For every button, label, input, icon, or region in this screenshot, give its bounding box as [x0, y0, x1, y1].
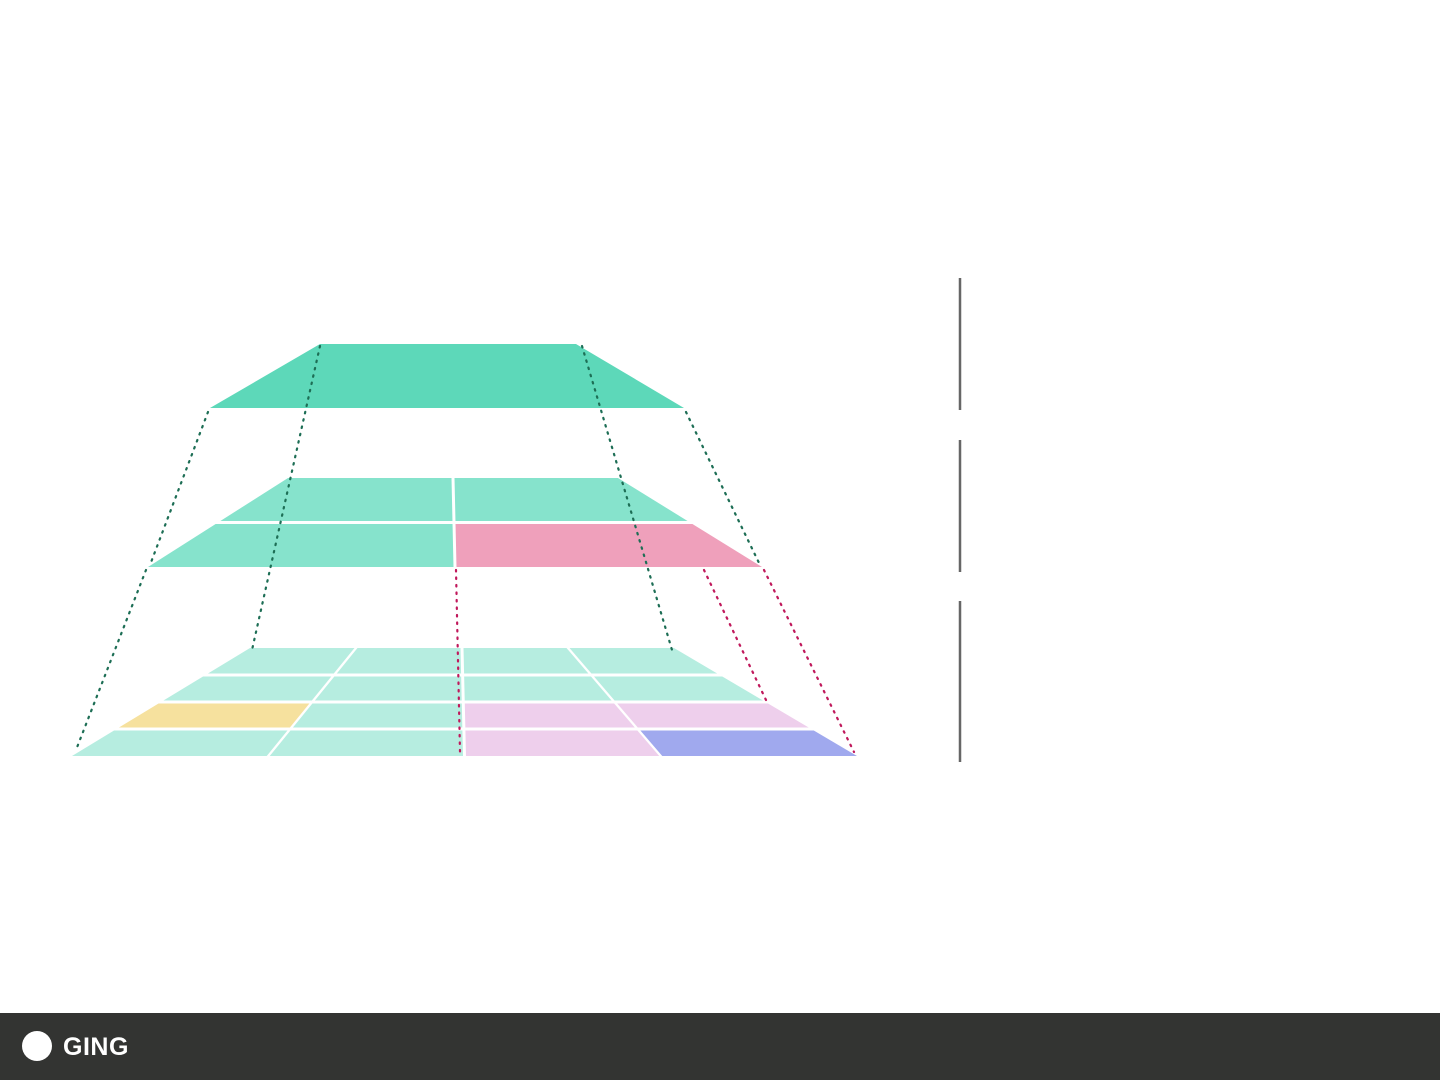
middle-cell-r1-c1	[220, 478, 453, 521]
bottom-cell-r3-c2	[292, 703, 463, 728]
top-tier	[210, 344, 684, 408]
link-top-middle-left	[148, 410, 210, 567]
link-highlight-inner	[702, 568, 768, 702]
bottom-cell-r1-c3	[463, 648, 589, 674]
link-top-middle-right	[684, 410, 762, 567]
bottom-cell-r1-c1	[207, 648, 355, 674]
brand-logo-icon	[22, 1031, 52, 1061]
bottom-cell-r1-c2	[336, 648, 462, 674]
link-top-bottom-right	[580, 344, 674, 652]
bottom-cell-r1-c4	[569, 648, 718, 674]
brand-name: GING	[63, 1033, 129, 1061]
link-highlight-left	[454, 568, 462, 754]
bottom-tier	[72, 648, 857, 756]
pyramid-diagram	[72, 278, 962, 762]
bottom-cell-r3-c1	[118, 703, 310, 728]
middle-cell-r2-c2	[455, 524, 762, 567]
link-top-bottom-left	[250, 344, 322, 652]
bottom-cell-r4-c2	[269, 730, 463, 756]
middle-cell-r2-c1	[148, 524, 454, 567]
connector-lines	[74, 344, 856, 754]
middle-tier	[148, 478, 762, 567]
bottom-cell-r4-c1	[72, 730, 288, 756]
top-cell-r1-c1	[210, 344, 684, 408]
bottom-cell-r2-c2	[314, 676, 462, 701]
diagram-canvas	[72, 278, 962, 762]
bottom-cell-r2-c3	[464, 676, 612, 701]
bottom-cell-r2-c4	[593, 676, 763, 701]
bottom-cell-r2-c1	[163, 676, 332, 701]
bottom-bar: GING	[0, 1013, 1440, 1080]
bottom-cell-r3-c4	[617, 703, 809, 728]
bottom-cell-r4-c4	[640, 730, 857, 756]
link-middle-bottom-left	[74, 568, 148, 752]
middle-cell-r1-c2	[454, 478, 688, 521]
bottom-cell-r4-c3	[465, 730, 660, 756]
bottom-cell-r3-c3	[464, 703, 635, 728]
